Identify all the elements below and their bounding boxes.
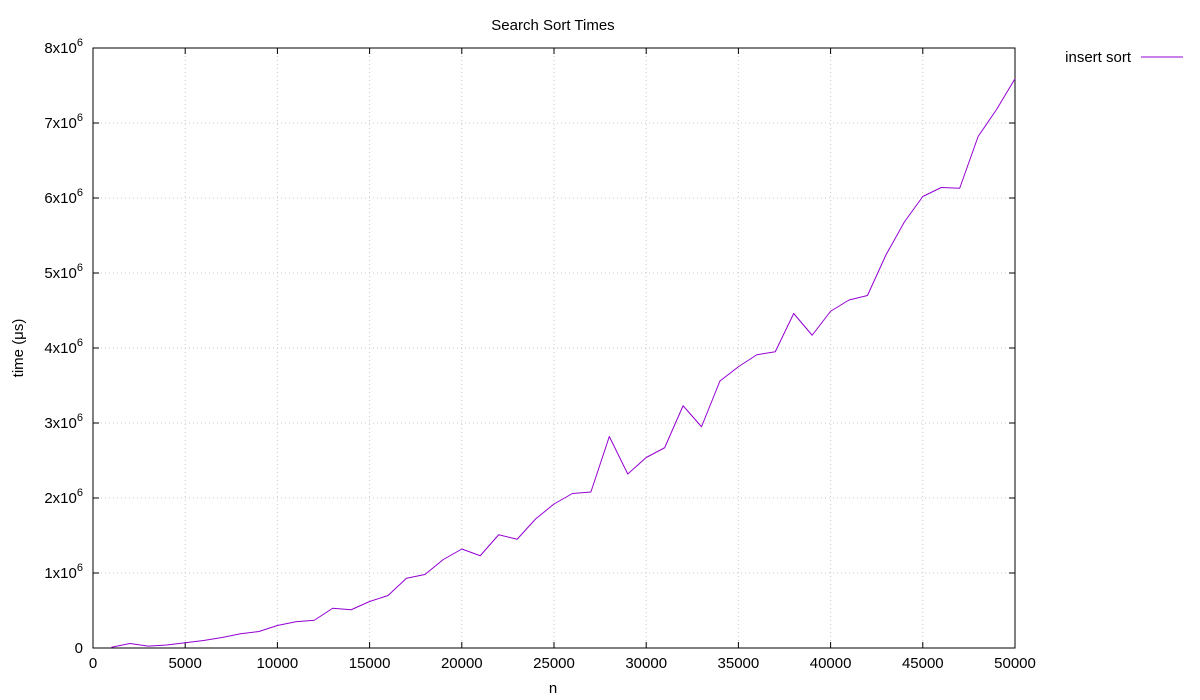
- legend-label-insert-sort: insert sort: [1065, 49, 1132, 66]
- x-tick-label: 35000: [718, 655, 760, 672]
- series-layer: [111, 78, 1016, 648]
- x-tick-label: 20000: [441, 655, 483, 672]
- x-tick-label: 10000: [257, 655, 299, 672]
- x-axis-label: n: [549, 680, 557, 697]
- legend: insert sort: [1065, 49, 1183, 66]
- y-tick-label: 4x106: [44, 337, 83, 357]
- series-line-insert-sort: [111, 78, 1016, 648]
- y-tick-label: 8x106: [44, 37, 83, 57]
- y-tick-label: 1x106: [44, 562, 83, 582]
- plot-frame: [92, 47, 1016, 649]
- y-tick-label: 5x106: [44, 262, 83, 282]
- x-tick-label: 30000: [625, 655, 667, 672]
- chart-title: Search Sort Times: [491, 17, 614, 34]
- x-tick-label: 5000: [169, 655, 202, 672]
- y-tick-label: 0: [75, 640, 83, 657]
- y-tick-label: 3x106: [44, 412, 83, 432]
- x-tick-label: 50000: [994, 655, 1036, 672]
- x-tick-label: 0: [89, 655, 97, 672]
- y-tick-label: 2x106: [44, 487, 83, 507]
- x-tick-label: 15000: [349, 655, 391, 672]
- y-axis-label: time (μs): [10, 319, 27, 378]
- x-tick-label: 40000: [810, 655, 852, 672]
- y-tick-label: 7x106: [44, 112, 83, 132]
- x-tick-label: 45000: [902, 655, 944, 672]
- x-tick-label: 25000: [533, 655, 575, 672]
- x-axis-tick-labels: 0 5000 10000 15000 20000 25000 30000 35000 40000…: [89, 655, 1036, 672]
- y-axis-tick-labels: 0 1x106 2x106 3x106 4x106 5x106 6x106 7x106 8x10…: [44, 37, 83, 657]
- grid: [93, 48, 1015, 648]
- y-tick-label: 6x106: [44, 187, 83, 207]
